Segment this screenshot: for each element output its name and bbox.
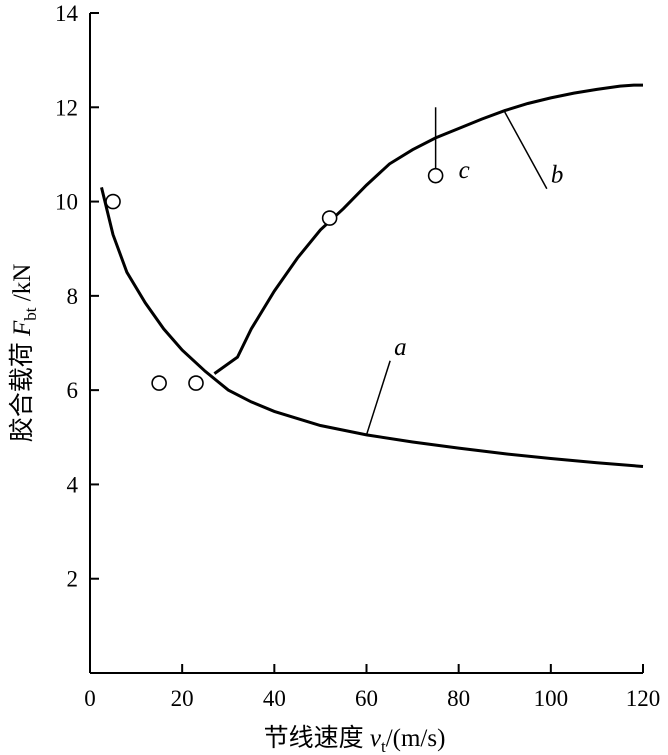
- curve-label-b: b: [551, 162, 564, 189]
- x-tick-label: 20: [171, 686, 194, 711]
- data-point-marker: [321, 210, 338, 226]
- marker-layer: [105, 107, 444, 391]
- x-tick-label: 40: [263, 686, 286, 711]
- curve-a-leader: [365, 360, 391, 436]
- y-tick-label: 12: [55, 95, 78, 120]
- series-a-line: [100, 187, 644, 468]
- x-tick-label: 120: [626, 686, 661, 711]
- series-layer: [100, 83, 644, 468]
- x-tick-label: 100: [534, 686, 569, 711]
- x-tick-label: 60: [355, 686, 378, 711]
- y-tick-label: 2: [67, 567, 79, 592]
- data-point-marker: [151, 375, 167, 391]
- y-tick-label: 10: [55, 190, 78, 215]
- annotation-layer: a b c: [365, 111, 564, 436]
- curve-label-a: a: [394, 334, 407, 361]
- curve-label-c: c: [459, 157, 470, 184]
- data-point-marker: [427, 167, 444, 184]
- curve-b-leader: [504, 111, 548, 190]
- series-b-line: [213, 83, 643, 375]
- x-tick-label: 0: [84, 686, 96, 711]
- y-tick-label: 8: [67, 284, 79, 309]
- y-axis-label: 胶合载荷 Fbt /kN: [8, 264, 40, 443]
- y-tick-label: 6: [67, 378, 79, 403]
- y-tick-label: 4: [67, 472, 79, 497]
- y-tick-label: 14: [55, 1, 79, 26]
- x-axis-label: 节线速度 vt/(m/s): [264, 724, 446, 755]
- x-tick-label: 80: [447, 686, 470, 711]
- data-point-marker: [105, 193, 121, 210]
- axes: 0 20 40 60 80 100 120 2 4 6 8 10 12 14 节线速度 vt/(m/s) 胶合…: [8, 1, 660, 755]
- data-point-marker: [188, 375, 204, 391]
